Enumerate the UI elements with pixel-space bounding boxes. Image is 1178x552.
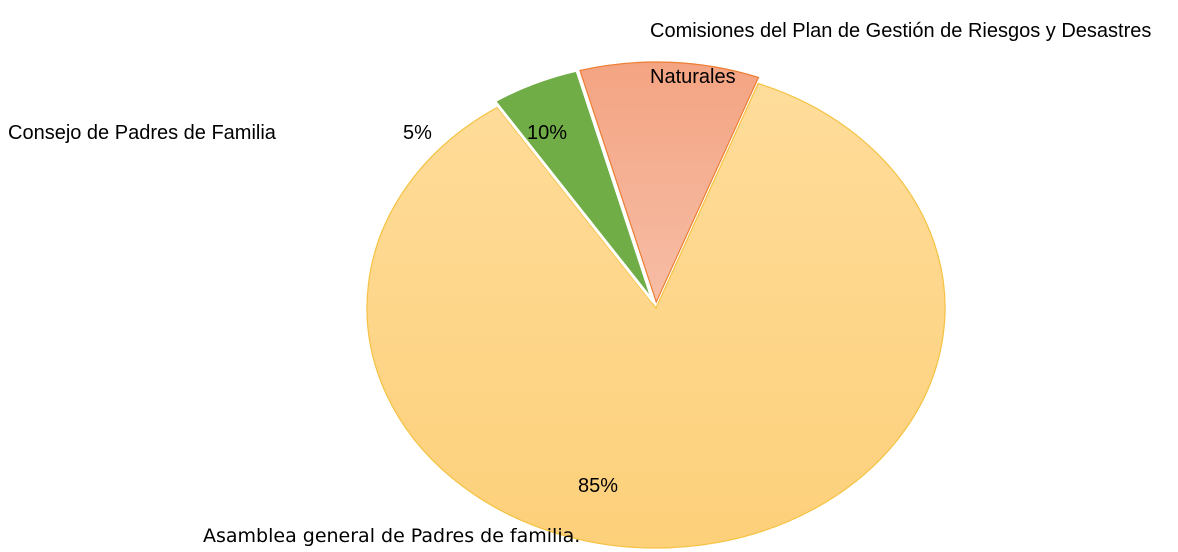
pie-slice xyxy=(366,82,946,549)
pie-slice xyxy=(492,68,655,303)
category-label: Comisiones del Plan de Gestión de Riesgo… xyxy=(650,20,1152,88)
category-label: Asamblea general de Padres de familia. xyxy=(203,525,581,547)
pie-slice xyxy=(579,61,760,304)
value-label: 5% xyxy=(403,122,432,144)
category-label: Consejo de Padres de Familia xyxy=(8,122,276,144)
value-label: 85% xyxy=(578,475,619,497)
value-label: 10% xyxy=(527,122,568,144)
